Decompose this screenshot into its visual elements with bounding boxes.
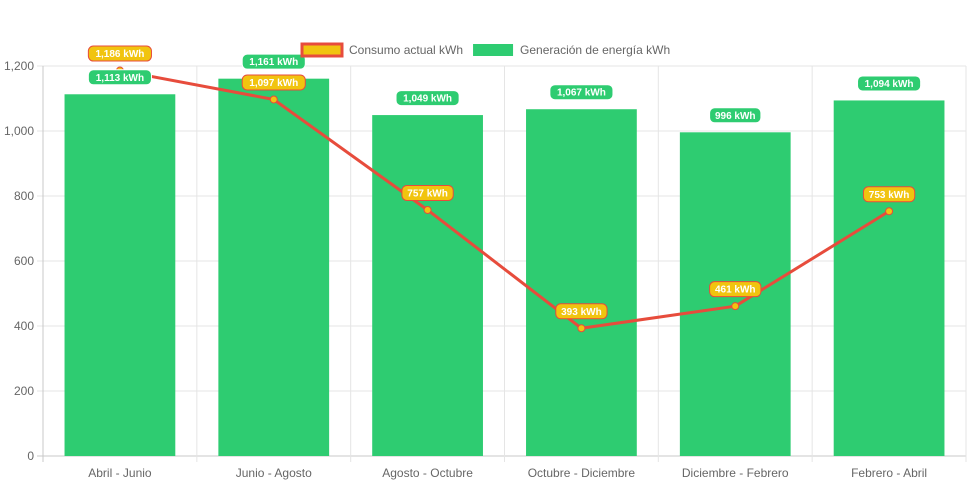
data-label-background bbox=[241, 74, 306, 91]
data-label-text: 1,049 kWh bbox=[403, 94, 452, 105]
data-label: 461 kWh bbox=[709, 281, 762, 298]
point-consumo[interactable] bbox=[423, 205, 432, 214]
data-label: 1,094 kWh bbox=[857, 75, 922, 92]
data-label: 393 kWh bbox=[555, 303, 608, 320]
data-label: 757 kWh bbox=[401, 184, 454, 201]
data-label-background bbox=[709, 281, 762, 298]
y-tick-label: 1,200 bbox=[4, 59, 34, 73]
data-label-background bbox=[862, 186, 916, 203]
point-consumo[interactable] bbox=[885, 207, 894, 216]
data-label: 1,049 kWh bbox=[395, 90, 460, 107]
data-label-background bbox=[857, 75, 922, 92]
y-tick-label: 400 bbox=[14, 319, 34, 333]
y-tick-label: 600 bbox=[14, 254, 34, 268]
x-tick-label: Abril - Junio bbox=[88, 466, 152, 480]
legend-label-generacion[interactable]: Generación de energía kWh bbox=[520, 43, 670, 57]
data-label-background bbox=[395, 90, 460, 107]
x-tick-label: Junio - Agosto bbox=[236, 466, 312, 480]
data-label-background bbox=[87, 45, 152, 62]
data-label-text: 757 kWh bbox=[407, 188, 448, 199]
y-tick-label: 200 bbox=[14, 384, 34, 398]
data-label-text: 393 kWh bbox=[561, 307, 602, 318]
data-label-background bbox=[401, 184, 454, 201]
point-consumo[interactable] bbox=[731, 302, 740, 311]
axis-layer: 0 200 400 600 800 1,000 1,200 Abril - Junio Juni… bbox=[4, 59, 927, 480]
x-tick-label: Diciembre - Febrero bbox=[682, 466, 789, 480]
data-label-text: 753 kWh bbox=[869, 190, 910, 201]
legend: Consumo actual kWh Generación de energía … bbox=[300, 42, 670, 58]
x-tick-label: Octubre - Diciembre bbox=[528, 466, 636, 480]
bar-series-layer bbox=[64, 78, 945, 457]
data-label: 753 kWh bbox=[862, 186, 916, 203]
data-label-text: 1,186 kWh bbox=[95, 49, 144, 60]
legend-label-consumo[interactable]: Consumo actual kWh bbox=[349, 43, 463, 57]
point-consumo[interactable] bbox=[577, 324, 586, 333]
grid-layer bbox=[37, 65, 967, 462]
data-label-text: 996 kWh bbox=[715, 111, 756, 122]
data-label-text: 1,097 kWh bbox=[249, 78, 298, 89]
data-label: 1,186 kWh bbox=[87, 45, 152, 62]
bar-generacion[interactable] bbox=[64, 94, 176, 457]
data-label-background bbox=[549, 84, 614, 101]
bar-generacion[interactable] bbox=[526, 109, 637, 456]
y-tick-label: 0 bbox=[27, 449, 34, 463]
bar-generacion[interactable] bbox=[218, 78, 330, 457]
y-tick-label: 1,000 bbox=[4, 124, 34, 138]
point-consumo[interactable] bbox=[269, 95, 278, 104]
data-label-text: 1,067 kWh bbox=[557, 88, 606, 99]
bar-generacion[interactable] bbox=[833, 100, 945, 456]
legend-swatch-generacion[interactable] bbox=[473, 44, 514, 56]
data-label: 1,113 kWh bbox=[87, 69, 152, 86]
data-label-background bbox=[87, 69, 152, 86]
data-label-background bbox=[555, 303, 608, 320]
data-label-text: 1,161 kWh bbox=[249, 57, 298, 68]
data-label: 1,067 kWh bbox=[549, 84, 614, 101]
data-label-text: 1,113 kWh bbox=[96, 73, 144, 84]
data-label-background bbox=[709, 107, 762, 124]
x-tick-label: Febrero - Abril bbox=[851, 466, 927, 480]
data-label: 1,161 kWh bbox=[241, 53, 306, 70]
x-tick-label: Agosto - Octubre bbox=[382, 466, 473, 480]
legend-swatch-consumo[interactable] bbox=[300, 42, 344, 58]
data-label-text: 461 kWh bbox=[715, 285, 756, 296]
data-label-layer: 1,113 kWh 1,161 kWh 1,049 kWh 1,067 kWh 996 … bbox=[87, 45, 922, 320]
y-tick-label: 800 bbox=[14, 189, 34, 203]
bar-generacion[interactable] bbox=[372, 115, 483, 456]
data-label: 1,097 kWh bbox=[241, 74, 306, 91]
data-label-background bbox=[241, 53, 306, 70]
data-label-text: 1,094 kWh bbox=[865, 79, 914, 90]
data-label: 996 kWh bbox=[709, 107, 762, 124]
